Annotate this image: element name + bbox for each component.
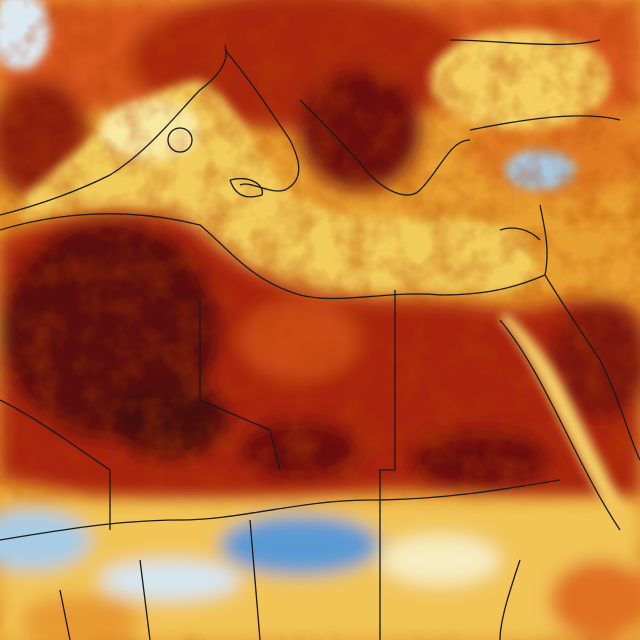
red-sea (500, 312, 630, 530)
sahel-anomaly (0, 500, 640, 640)
borders (0, 39, 640, 640)
